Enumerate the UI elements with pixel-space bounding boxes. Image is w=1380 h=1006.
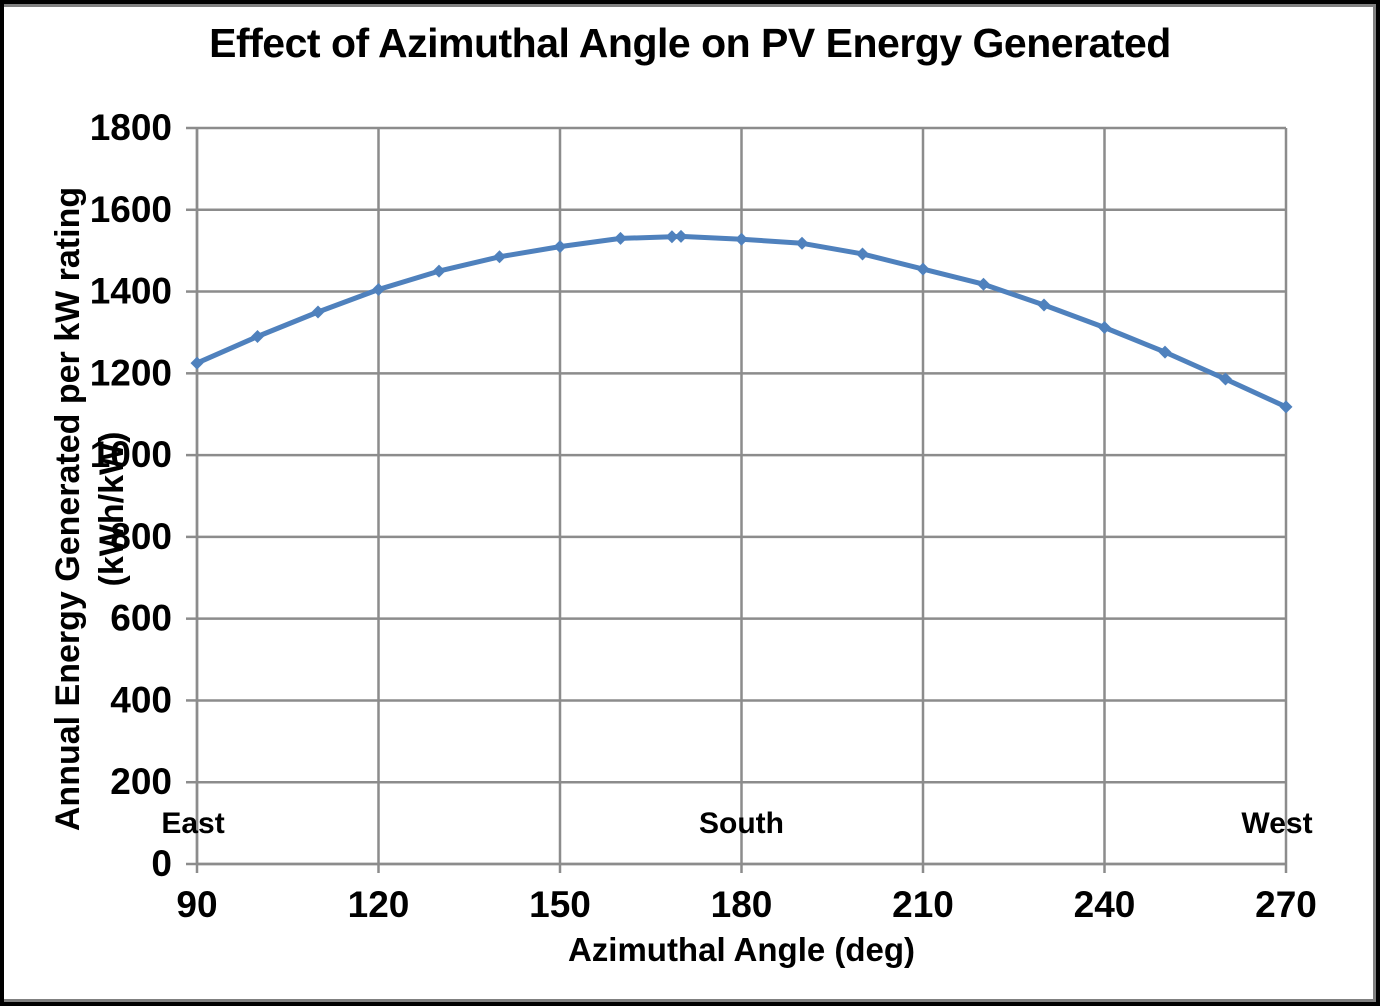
x-tick-label: 150	[529, 884, 591, 925]
data-point-marker	[856, 247, 869, 261]
data-point-marker	[1219, 372, 1232, 386]
y-tick-label: 200	[110, 761, 172, 802]
data-point-marker	[665, 230, 679, 244]
data-point-marker	[432, 264, 446, 278]
x-tick-label: 210	[892, 884, 954, 925]
data-point-marker	[311, 305, 325, 319]
y-tick-label: 600	[110, 598, 172, 639]
data-point-marker	[916, 262, 930, 276]
x-tick-label: 180	[711, 884, 773, 925]
data-point-marker	[251, 330, 264, 344]
data-point-marker	[795, 236, 809, 250]
data-series-line	[194, 233, 1289, 410]
y-tick-label: 1600	[90, 189, 172, 230]
data-point-marker	[614, 231, 627, 245]
data-point-marker	[977, 277, 990, 291]
x-tick-label: 120	[348, 884, 410, 925]
direction-label-west: West	[1241, 807, 1312, 840]
data-point-marker	[1037, 298, 1051, 312]
y-tick-label: 1200	[90, 352, 172, 393]
y-tick-label: 800	[110, 516, 172, 557]
data-point-marker	[493, 250, 506, 264]
x-tick-label: 90	[176, 884, 217, 925]
x-axis-title: Azimuthal Angle (deg)	[567, 931, 916, 968]
y-tick-label: 1800	[90, 107, 172, 148]
data-point-marker	[1158, 345, 1172, 359]
direction-label-east: East	[161, 807, 224, 840]
y-tick-label: 0	[151, 843, 172, 884]
data-point-marker	[735, 232, 748, 246]
data-point-marker	[553, 240, 567, 254]
x-tick-label: 240	[1074, 884, 1136, 925]
x-tick-label: 270	[1255, 884, 1317, 925]
data-point-marker	[1098, 321, 1111, 335]
y-axis-title: Annual Energy Generated per kW rating (k…	[49, 186, 131, 832]
y-tick-label: 400	[110, 679, 172, 720]
data-point-marker	[190, 356, 204, 370]
y-tick-label: 1000	[90, 434, 172, 475]
data-point-marker	[674, 229, 688, 243]
data-point-marker	[372, 283, 385, 297]
direction-label-south: South	[699, 807, 784, 840]
chart-title: Effect of Azimuthal Angle on PV Energy G…	[209, 20, 1171, 66]
y-tick-label: 1400	[90, 271, 172, 312]
data-point-marker	[1279, 400, 1293, 414]
